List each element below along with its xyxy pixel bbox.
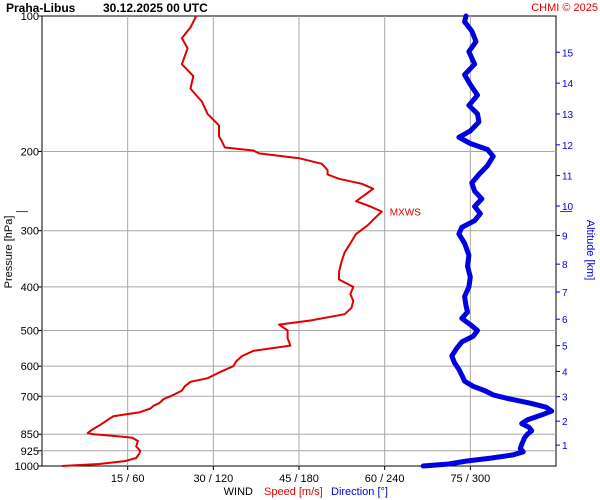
altitude-tick-label: 5 (562, 342, 568, 353)
altitude-tick-label: 6 (562, 315, 568, 326)
pressure-tick-label: 400 (21, 282, 39, 294)
altitude-tick-label: 15 (562, 48, 574, 59)
altitude-tick-label: 8 (562, 260, 568, 271)
max-wind-marker: MXWS (16, 208, 572, 219)
wind-tick-label: 60 / 240 (365, 473, 405, 485)
direction-label: Direction [°] (331, 486, 388, 498)
direction-series (420, 13, 555, 469)
wind-tick-label: 30 / 120 (193, 473, 233, 485)
altitude-tick-label: 11 (562, 172, 573, 183)
altitude-tick-label: 2 (562, 417, 568, 428)
pressure-tick-label: 100 (21, 11, 39, 23)
altitude-tick-label: 12 (562, 141, 574, 152)
altitude-tick-label: 4 (562, 367, 568, 378)
datetime-title: 30.12.2025 00 UTC (103, 1, 208, 15)
pressure-tick-label: 1000 (15, 461, 39, 473)
wind-tick-label: 45 / 180 (279, 473, 319, 485)
wind-ticks: 15 / 60 30 / 120 45 / 180 60 / 240 75 / 300 (111, 466, 490, 485)
altitude-tick-label: 3 (562, 393, 568, 404)
grid (42, 16, 556, 466)
max-wind-label: MXWS (390, 208, 421, 219)
wind-tick-label: 15 / 60 (111, 473, 145, 485)
pressure-tick-label: 700 (21, 391, 39, 403)
pressure-tick-label: 925 (21, 446, 39, 458)
pressure-tick-label: 200 (21, 146, 39, 158)
speed-line (61, 15, 383, 467)
station-title: Praha-Libus (6, 1, 76, 15)
altitude-tick-label: 13 (562, 110, 574, 121)
altitude-tick-label: 7 (562, 288, 568, 299)
altitude-tick-label: 9 (562, 231, 568, 242)
altitude-axis-label: Altitude [km] (584, 220, 596, 281)
direction-line (420, 13, 555, 469)
altitude-tick-label: 10 (562, 202, 574, 213)
speed-series (61, 15, 383, 467)
altitude-tick-label: 1 (562, 441, 568, 452)
pressure-tick-label: 600 (21, 361, 39, 373)
credit-text: CHMI © 2025 (531, 2, 598, 14)
pressure-ticks: 1000 925 850 700 600 500 400 300 200 100 (15, 11, 42, 473)
pressure-tick-label: 300 (21, 226, 39, 238)
plot-area (41, 13, 557, 469)
pressure-axis-label: Pressure [hPa] (3, 216, 15, 289)
altitude-tick-label: 14 (562, 79, 574, 90)
wind-tick-label: 75 / 300 (450, 473, 490, 485)
speed-label: Speed [m/s] (264, 486, 323, 498)
pressure-tick-label: 500 (21, 326, 39, 338)
wind-label: WIND (224, 486, 253, 498)
pressure-tick-label: 850 (21, 429, 39, 441)
